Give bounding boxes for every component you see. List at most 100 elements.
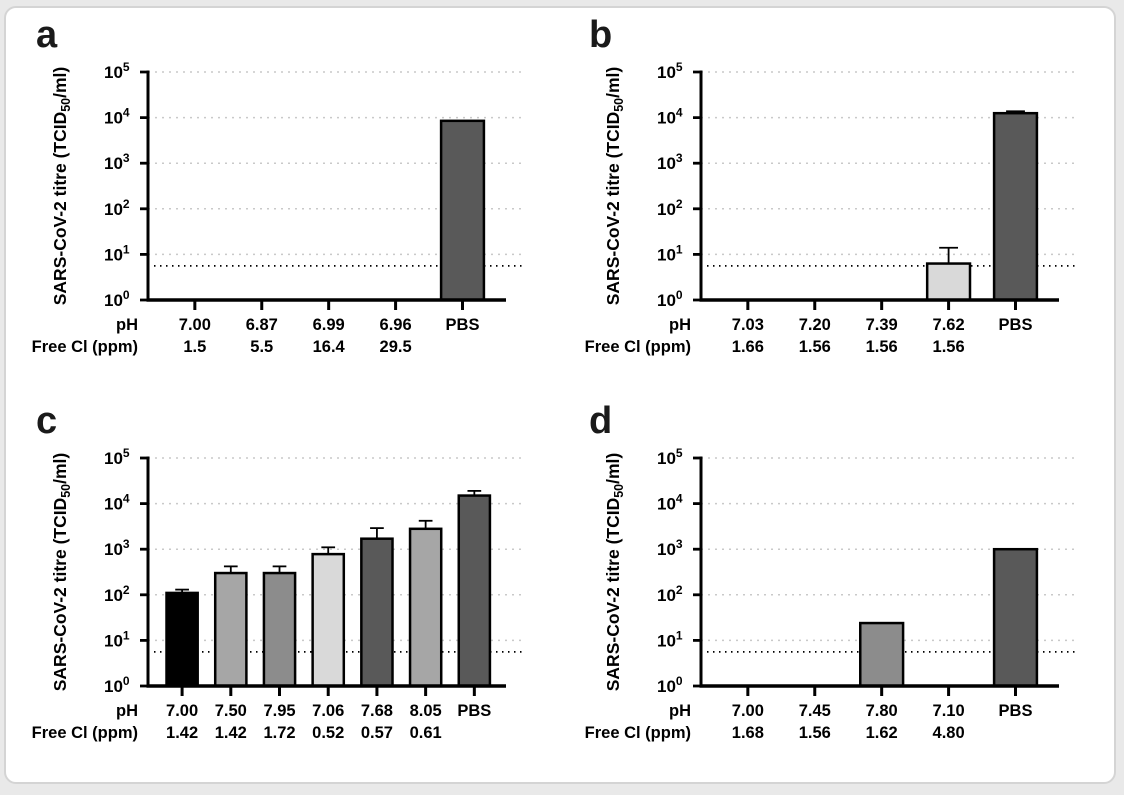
y-tick-label: 101	[657, 242, 683, 264]
x-label-cl: 1.56	[933, 338, 965, 356]
x-label-ph: 7.68	[361, 702, 393, 720]
bar	[262, 571, 297, 688]
x-label-ph: 7.45	[799, 702, 831, 720]
x-label-ph: 6.96	[380, 316, 412, 334]
y-tick-label: 105	[104, 446, 130, 468]
x-label-ph: 7.39	[866, 316, 898, 334]
y-tick-label: 104	[657, 492, 683, 514]
y-tick-label: 104	[104, 492, 130, 514]
y-tick-label: 102	[657, 583, 683, 605]
y-axis-title: SARS-CoV-2 titre (TCID50/ml)	[603, 67, 626, 306]
x-label-cl: 16.4	[313, 338, 346, 356]
bar	[859, 621, 905, 688]
panel-c: c 100 101 102 103 104 105 7.00 1.42 7.50 1.42 7.95…	[8, 396, 561, 782]
y-tick-label: 100	[657, 288, 683, 310]
y-axis-title: SARS-CoV-2 titre (TCID50/ml)	[50, 453, 73, 692]
panel-a: a 100 101 102 103 104 105 7.00 1.5 6.87 5.5 6.99 16…	[8, 10, 561, 396]
x-label-ph: PBS	[999, 702, 1033, 720]
panel-label-d: d	[589, 400, 613, 442]
x-row-header-ph: pH	[669, 702, 691, 720]
y-tick-label: 101	[104, 242, 130, 264]
x-label-cl: 0.61	[410, 724, 442, 742]
panel-b: b 100 101 102 103 104 105 7.03 1.66 7.20 1.56 7.39…	[561, 10, 1114, 396]
x-label-ph: 7.10	[933, 702, 965, 720]
panel-label-a: a	[36, 14, 58, 56]
x-label-cl: 1.66	[732, 338, 764, 356]
panel-b-chart: 100 101 102 103 104 105 7.03 1.66 7.20 1.56 7.39 1.…	[585, 60, 1075, 356]
x-row-header-cl: Free Cl (ppm)	[585, 724, 691, 742]
panel-c-chart: 100 101 102 103 104 105 7.00 1.42 7.50 1.42 7.95 1.…	[32, 446, 522, 742]
bar	[360, 537, 394, 688]
y-tick-label: 102	[104, 583, 130, 605]
y-tick-label: 103	[657, 537, 683, 559]
bar	[408, 527, 443, 688]
y-axis-title: SARS-CoV-2 titre (TCID50/ml)	[603, 453, 626, 692]
x-row-header-cl: Free Cl (ppm)	[32, 724, 138, 742]
x-label-cl: 1.5	[183, 338, 206, 356]
bar	[925, 262, 972, 302]
x-label-cl: 29.5	[380, 338, 412, 356]
panel-d: d 100 101 102 103 104 105 7.00 1.68 7.45 1.56 7.80…	[561, 396, 1114, 782]
x-label-cl: 1.68	[732, 724, 764, 742]
x-label-ph: 6.87	[246, 316, 278, 334]
x-label-ph: PBS	[457, 702, 491, 720]
x-label-cl: 1.72	[263, 724, 295, 742]
bar	[992, 547, 1039, 688]
panel-label-b: b	[589, 14, 613, 56]
x-label-ph: 7.62	[933, 316, 965, 334]
x-row-header-cl: Free Cl (ppm)	[585, 338, 691, 356]
x-label-ph: 7.06	[312, 702, 344, 720]
x-label-cl: 5.5	[250, 338, 273, 356]
x-row-header-ph: pH	[116, 316, 138, 334]
x-label-ph: 8.05	[410, 702, 442, 720]
y-tick-label: 100	[104, 674, 130, 696]
panel-label-c: c	[36, 400, 58, 442]
x-label-cl: 1.56	[866, 338, 898, 356]
x-label-ph: 7.50	[215, 702, 247, 720]
bar	[457, 494, 492, 688]
y-tick-label: 105	[657, 60, 683, 82]
y-tick-label: 105	[657, 446, 683, 468]
bar	[165, 591, 199, 688]
x-label-cl: 4.80	[933, 724, 965, 742]
x-label-cl: 1.56	[799, 338, 831, 356]
bar	[439, 119, 486, 302]
x-label-cl: 1.56	[799, 724, 831, 742]
x-label-ph: 7.00	[732, 702, 764, 720]
y-tick-label: 103	[657, 151, 683, 173]
y-tick-label: 105	[104, 60, 130, 82]
y-tick-label: 101	[104, 628, 130, 650]
x-label-cl: 1.42	[215, 724, 247, 742]
x-label-ph: 7.80	[866, 702, 898, 720]
x-label-ph: PBS	[446, 316, 480, 334]
x-label-cl: 1.62	[866, 724, 898, 742]
figure-card: a 100 101 102 103 104 105 7.00 1.5 6.87 5.5 6.99 16…	[4, 6, 1116, 784]
x-label-cl: 0.52	[312, 724, 344, 742]
y-tick-label: 102	[104, 197, 130, 219]
x-label-ph: PBS	[999, 316, 1033, 334]
x-label-cl: 1.42	[166, 724, 198, 742]
y-tick-label: 103	[104, 537, 130, 559]
panel-d-chart: 100 101 102 103 104 105 7.00 1.68 7.45 1.56 7.80 1.…	[585, 446, 1075, 742]
x-label-cl: 0.57	[361, 724, 393, 742]
y-tick-label: 104	[657, 106, 683, 128]
y-tick-label: 104	[104, 106, 130, 128]
y-tick-label: 102	[657, 197, 683, 219]
panel-grid: a 100 101 102 103 104 105 7.00 1.5 6.87 5.5 6.99 16…	[8, 10, 1114, 782]
x-row-header-ph: pH	[116, 702, 138, 720]
x-row-header-ph: pH	[669, 316, 691, 334]
x-label-ph: 6.99	[313, 316, 345, 334]
x-label-ph: 7.95	[263, 702, 295, 720]
bar	[311, 552, 346, 688]
y-tick-label: 100	[657, 674, 683, 696]
y-tick-label: 103	[104, 151, 130, 173]
x-label-ph: 7.00	[179, 316, 211, 334]
y-tick-label: 100	[104, 288, 130, 310]
x-row-header-cl: Free Cl (ppm)	[32, 338, 138, 356]
y-axis-title: SARS-CoV-2 titre (TCID50/ml)	[50, 67, 73, 306]
bar	[213, 571, 248, 688]
y-tick-label: 101	[657, 628, 683, 650]
x-label-ph: 7.20	[799, 316, 831, 334]
panel-a-chart: 100 101 102 103 104 105 7.00 1.5 6.87 5.5 6.99 16.4…	[32, 60, 522, 356]
